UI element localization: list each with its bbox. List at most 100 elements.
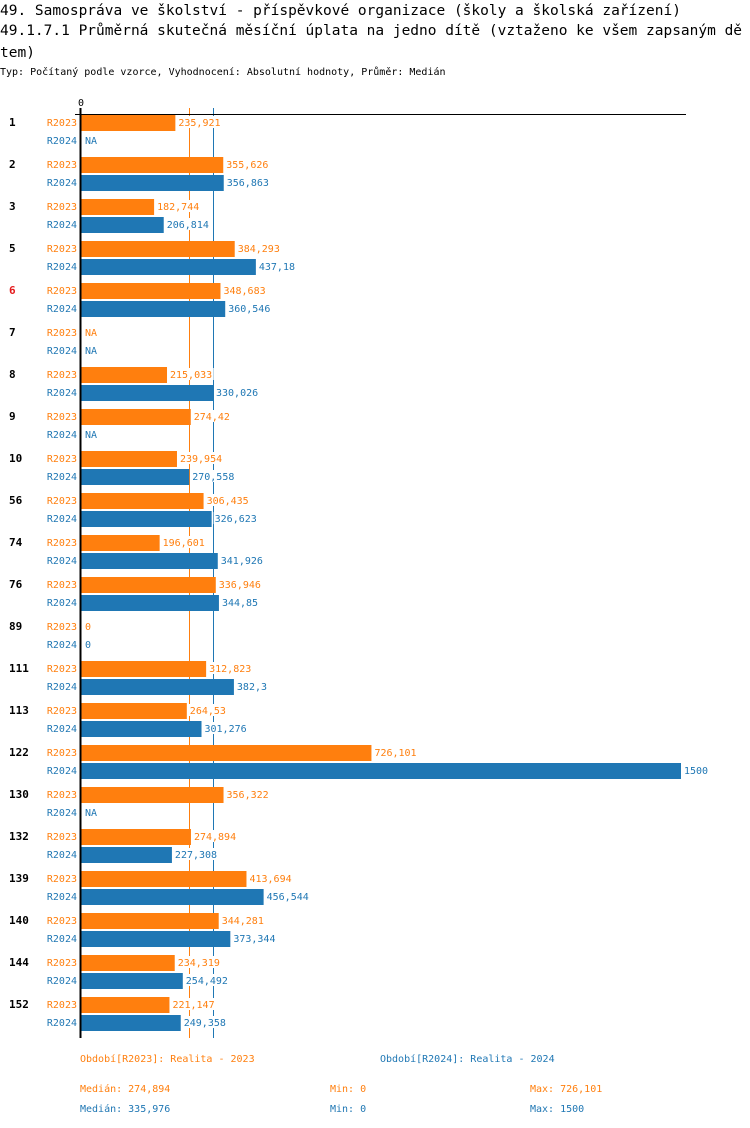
- category-label: 1: [9, 116, 16, 129]
- category-group: 1 R2023 235,921 R2024 NA: [9, 115, 223, 147]
- value-label-bg: [156, 200, 201, 212]
- category-label: 76: [9, 578, 23, 591]
- series-label-r2024: R2024: [47, 682, 77, 693]
- category-group: 10 R2023 239,954 R2024 270,558: [9, 451, 236, 485]
- series-label-r2024: R2024: [47, 850, 77, 861]
- value-label-r2023: 344,281: [222, 916, 264, 927]
- value-label-r2023: 234,319: [178, 958, 220, 969]
- series-label-r2024: R2024: [47, 430, 77, 441]
- value-label-r2023: 726,101: [374, 748, 416, 759]
- value-label-bg: [84, 134, 99, 146]
- bar-r2023: [81, 913, 219, 929]
- stat-min-r2023: Min: 0: [330, 1084, 367, 1095]
- category-group: 140 R2023 344,281 R2024 373,344: [9, 913, 278, 947]
- chart-title: 49.1.7.1 Průměrná skutečná měsíční úplat…: [0, 23, 743, 61]
- value-label-r2024: 373,344: [233, 934, 275, 945]
- value-label-r2024: 254,492: [186, 976, 228, 987]
- series-label-r2023: R2023: [47, 202, 77, 213]
- bar-r2023: [81, 241, 235, 257]
- value-label-r2023: NA: [85, 328, 97, 339]
- category-group: 9 R2023 274,42 R2024 NA: [9, 409, 232, 441]
- bar-r2023: [81, 829, 191, 845]
- value-label-bg: [205, 494, 251, 506]
- value-label-bg: [84, 620, 93, 632]
- series-label-r2023: R2023: [47, 244, 77, 255]
- legend-r2023: Období[R2023]: Realita - 2023: [80, 1054, 255, 1065]
- value-label-r2023: 384,293: [238, 244, 280, 255]
- series-label-r2024: R2024: [47, 136, 77, 147]
- bar-r2023: [81, 199, 155, 215]
- value-label-bg: [219, 554, 265, 566]
- value-label-bg: [84, 326, 99, 338]
- category-label: 7: [9, 326, 16, 339]
- category-group: 144 R2023 234,319 R2024 254,492: [9, 955, 230, 989]
- value-label-r2023: 356,322: [227, 790, 269, 801]
- bar-r2024: [81, 595, 219, 611]
- series-label-r2023: R2023: [47, 622, 77, 633]
- value-label-r2023: 413,694: [249, 874, 291, 885]
- value-label-bg: [203, 722, 249, 734]
- category-group: 113 R2023 264,53 R2024 301,276: [9, 703, 249, 737]
- value-label-bg: [213, 512, 259, 524]
- x-tick-label-0: 0: [78, 98, 84, 109]
- category-group: 56 R2023 306,435 R2024 326,623: [9, 493, 259, 527]
- bar-r2023: [81, 577, 216, 593]
- value-label-bg: [208, 662, 253, 674]
- value-label-r2024: NA: [85, 136, 97, 147]
- bar-r2023: [81, 367, 168, 383]
- value-label-r2024: 1500: [684, 766, 708, 777]
- value-label-r2024: 0: [85, 640, 91, 651]
- category-label: 113: [9, 704, 29, 717]
- series-label-r2024: R2024: [47, 976, 77, 987]
- category-label: 122: [9, 746, 29, 759]
- category-group: 130 R2023 356,322 R2024 NA: [9, 787, 271, 819]
- series-label-r2024: R2024: [47, 640, 77, 651]
- value-label-bg: [232, 932, 278, 944]
- axes: 0: [75, 98, 686, 1038]
- category-group: 152 R2023 221,147 R2024 249,358: [9, 997, 228, 1031]
- value-label-bg: [265, 890, 311, 902]
- value-label-r2024: 227,308: [175, 850, 217, 861]
- value-label-r2023: 239,954: [180, 454, 222, 465]
- value-label-r2024: 382,3: [237, 682, 267, 693]
- stat-min-r2024: Min: 0: [330, 1104, 367, 1115]
- category-label: 2: [9, 158, 16, 171]
- value-label-r2024: 344,85: [222, 598, 258, 609]
- category-label: 89: [9, 620, 22, 633]
- value-label-bg: [248, 872, 294, 884]
- chart-meta: Typ: Počítaný podle vzorce, Vyhodnocení:…: [0, 67, 446, 78]
- value-label-bg: [191, 470, 236, 482]
- value-label-bg: [182, 1016, 228, 1028]
- value-label-r2024: 249,358: [184, 1018, 226, 1029]
- value-label-bg: [177, 116, 223, 128]
- series-label-r2024: R2024: [47, 556, 77, 567]
- category-label: 140: [9, 914, 29, 927]
- bar-r2024: [81, 385, 214, 401]
- category-label: 5: [9, 242, 16, 255]
- value-label-bg: [235, 680, 269, 692]
- value-label-r2024: 360,546: [228, 304, 270, 315]
- bar-r2023: [81, 115, 176, 131]
- series-label-r2023: R2023: [47, 958, 77, 969]
- bar-r2024: [81, 973, 183, 989]
- page-title: 49. Samospráva ve školství - příspěvkové…: [0, 3, 681, 19]
- category-group: 7 R2023 NA R2024 NA: [9, 326, 99, 357]
- bar-r2023: [81, 787, 224, 803]
- value-label-bg: [192, 410, 232, 422]
- stat-max-r2023: Max: 726,101: [530, 1084, 603, 1095]
- value-label-bg: [178, 452, 224, 464]
- series-label-r2024: R2024: [47, 388, 77, 399]
- category-label: 144: [9, 956, 29, 969]
- value-label-r2023: 306,435: [207, 496, 249, 507]
- value-label-bg: [169, 368, 214, 380]
- category-group: 111 R2023 312,823 R2024 382,3: [9, 661, 269, 695]
- bar-r2024: [81, 553, 218, 569]
- legend-r2024: Období[R2024]: Realita - 2024: [380, 1054, 555, 1065]
- value-label-bg: [215, 386, 260, 398]
- value-label-bg: [84, 428, 99, 440]
- category-group: 8 R2023 215,033 R2024 330,026: [9, 367, 260, 401]
- series-label-r2023: R2023: [47, 496, 77, 507]
- bar-r2023: [81, 283, 221, 299]
- bar-r2024: [81, 301, 226, 317]
